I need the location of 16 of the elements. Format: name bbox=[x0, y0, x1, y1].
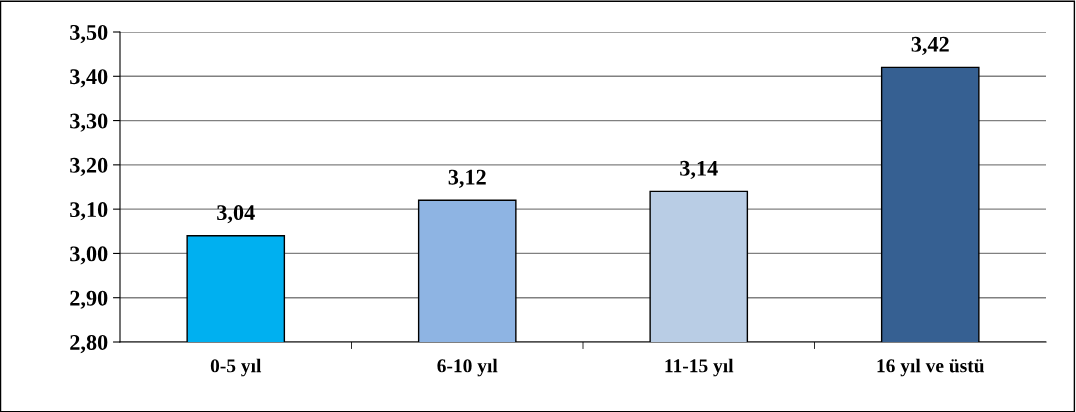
y-tick-label: 3,40 bbox=[70, 69, 108, 88]
data-label: 3,42 bbox=[911, 36, 949, 56]
y-tick-label: 3,20 bbox=[70, 157, 108, 177]
x-tick-label: 16 yıl ve üstü bbox=[877, 358, 985, 377]
y-tick-label: 2,80 bbox=[70, 334, 108, 354]
y-tick-label: 3,10 bbox=[70, 202, 108, 221]
y-tick-label: 2,90 bbox=[70, 290, 108, 309]
data-label: 3,04 bbox=[217, 205, 255, 224]
y-tick-label: 3,30 bbox=[70, 113, 108, 132]
y-tick-label: 3,00 bbox=[70, 246, 108, 265]
x-tick-label: 0-5 yıl bbox=[210, 358, 262, 377]
x-tick-label: 6-10 yıl bbox=[437, 358, 498, 377]
x-tick-label: 11-15 yıl bbox=[665, 358, 734, 377]
y-tick-label: 3,50 bbox=[70, 24, 108, 44]
data-label: 3,12 bbox=[448, 169, 486, 188]
data-label: 3,14 bbox=[680, 160, 718, 180]
